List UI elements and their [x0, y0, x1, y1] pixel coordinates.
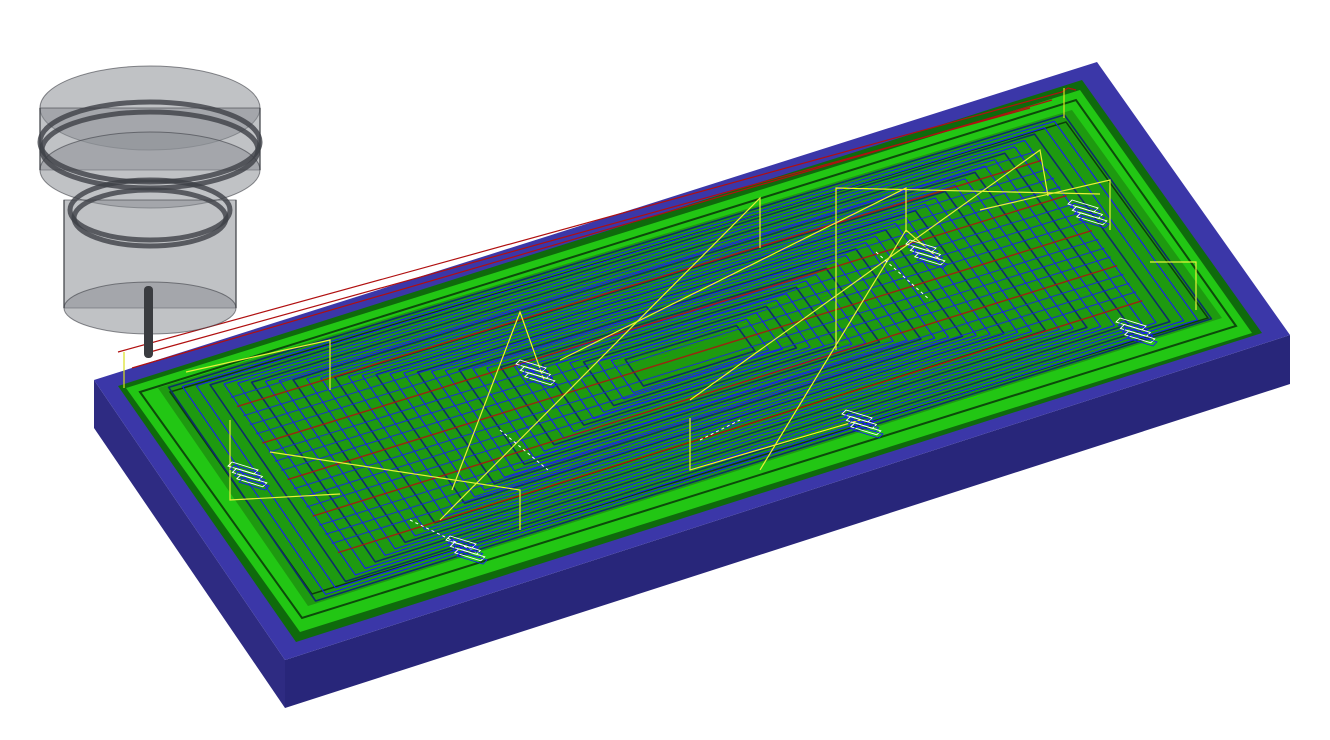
- ramp-entry: [1078, 215, 1110, 229]
- toolpath-contour: [320, 184, 1060, 530]
- toolpath-pass: [281, 221, 1086, 471]
- toolpath-pass: [318, 273, 1124, 526]
- stock-left-face: [94, 380, 285, 708]
- link-move: [1150, 261, 1197, 310]
- ramp-entry: [1126, 333, 1158, 347]
- toolpath-contour: [472, 254, 908, 459]
- ramp-entry: [1075, 212, 1108, 226]
- toolpath-pass: [236, 159, 1042, 408]
- toolpath-contour: [403, 222, 977, 491]
- plunge-islands-group: [227, 199, 1158, 565]
- toolpath-contour: [306, 178, 1074, 537]
- link-move: [451, 310, 545, 491]
- link-move: [439, 196, 761, 521]
- toolpath-contour: [250, 152, 1130, 563]
- toolpath-pass: [325, 282, 1130, 535]
- toolpath-contour: [347, 197, 1033, 517]
- toolpath-pass: [255, 186, 1061, 435]
- retract-move: [499, 429, 549, 471]
- end-mill-tool-icon[interactable]: [37, 65, 263, 358]
- retract-move: [875, 251, 931, 301]
- toolpath-contour: [582, 305, 798, 407]
- toolpath-pass: [293, 238, 1099, 490]
- toolpath-contour: [444, 242, 936, 472]
- ramp-entry: [913, 252, 946, 266]
- retract-move: [699, 419, 741, 441]
- link-move: [835, 187, 1101, 350]
- toolpath-pass: [243, 168, 1048, 417]
- tool-shank: [144, 286, 153, 358]
- holder-ring-4: [71, 187, 229, 249]
- ramp-entry: [523, 372, 556, 386]
- rapid-line: [117, 87, 1077, 353]
- rapid-line: [149, 107, 1031, 353]
- toolpath-contour: [458, 248, 922, 466]
- pocket-shelf-edge: [138, 98, 1238, 620]
- toolpath-contour: [513, 273, 867, 439]
- stock-front-face: [285, 335, 1290, 708]
- toolpath-pass: [268, 203, 1074, 453]
- toolpath-pass: [249, 177, 1055, 426]
- ramp-entry: [456, 551, 488, 565]
- toolpath-contour: [499, 267, 881, 446]
- toolpath-contour: [361, 203, 1019, 511]
- toolpath-pass: [306, 256, 1111, 508]
- link-move: [185, 339, 331, 390]
- toolpath-pass: [287, 229, 1093, 481]
- toolpath-contour: [541, 286, 839, 426]
- rapid-moves: [117, 87, 1077, 388]
- toolpath-contour: [389, 216, 991, 498]
- link-move: [229, 420, 341, 501]
- toolpath-contour: [610, 318, 770, 394]
- toolpath-pass: [230, 151, 1036, 398]
- toolpath-pass: [274, 212, 1080, 462]
- link-move: [979, 179, 1111, 230]
- toolpath-pass: [262, 194, 1067, 444]
- link-move: [559, 187, 907, 361]
- toolpath-contour: [278, 165, 1102, 550]
- ramp-entry: [1123, 330, 1156, 344]
- toolpath-contour: [167, 114, 1213, 602]
- ramp-entry: [852, 425, 884, 439]
- ramp-entry: [238, 477, 270, 491]
- toolpath-contour: [223, 139, 1157, 576]
- toolpath-pass: [312, 264, 1118, 517]
- link-move: [759, 229, 941, 471]
- ramp-entry: [235, 474, 268, 488]
- link-move: [689, 148, 1049, 401]
- toolpath-contour: [237, 146, 1143, 569]
- toolpath-contour: [486, 261, 894, 452]
- toolpath-contour: [195, 127, 1185, 589]
- ramp-entry: [916, 255, 948, 269]
- toolpath-contour: [527, 280, 853, 433]
- link-move: [689, 418, 861, 471]
- toolpath-pass: [337, 299, 1143, 554]
- toolpath-pass: [331, 291, 1137, 544]
- link-moves-group: [185, 148, 1197, 553]
- toolpath-contour: [624, 324, 756, 387]
- ramp-entry: [453, 548, 486, 562]
- ramp-entry: [526, 375, 558, 389]
- ramp-entry: [849, 422, 882, 436]
- toolpath-contour: [181, 120, 1199, 596]
- holder-ring-3: [67, 177, 233, 243]
- toolpath-pass: [299, 247, 1105, 499]
- toolpath-contour: [264, 159, 1116, 556]
- link-move: [269, 451, 521, 530]
- retract-move: [409, 519, 477, 553]
